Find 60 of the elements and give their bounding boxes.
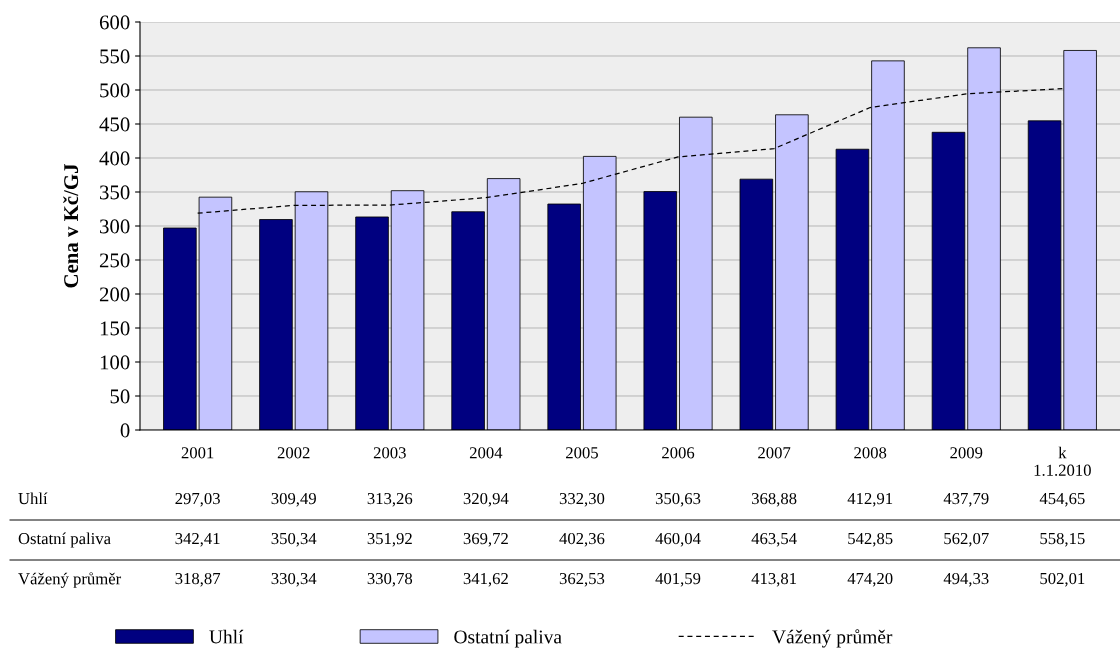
- x-tick-label: 2008: [854, 447, 887, 459]
- y-tick-label: 0: [120, 423, 130, 438]
- data-label: 401,59: [655, 572, 701, 587]
- data-label: 502,01: [1040, 572, 1085, 587]
- text: Ostatní paliva: [18, 532, 111, 548]
- y-tick-label: 600: [99, 15, 130, 30]
- data-label: 369,72: [463, 532, 508, 547]
- text: Uhlí: [18, 492, 48, 505]
- data-label: 474,20: [847, 572, 893, 587]
- x-tick-label: 2005: [566, 447, 598, 459]
- data-label: 542,85: [848, 532, 893, 547]
- data-label: 562,07: [944, 532, 989, 547]
- data-label: 463,54: [751, 532, 797, 547]
- data-label: 558,15: [1040, 532, 1085, 547]
- y-tick-label: 200: [99, 287, 130, 302]
- text: Vážený průměr: [18, 572, 122, 588]
- y-tick-label: 400: [99, 151, 130, 166]
- y-tick-label: 300: [100, 219, 130, 234]
- legend-label: Uhlí: [209, 629, 244, 644]
- x-tick-label: 2001: [181, 447, 214, 459]
- data-label: 330,78: [367, 572, 413, 587]
- x-tick-label: k 1.1.2010: [1034, 446, 1091, 476]
- data-label: 437,79: [943, 492, 989, 507]
- y-tick-label: 150: [100, 321, 130, 336]
- y-tick-label: 500: [100, 83, 130, 98]
- data-label: 454,65: [1039, 492, 1085, 507]
- data-label: 320,94: [463, 492, 509, 507]
- x-tick-label: 2004: [469, 447, 503, 459]
- data-label: 313,26: [367, 492, 413, 507]
- x-tick-label: 2009: [950, 447, 983, 459]
- data-label: 351,92: [367, 532, 412, 547]
- data-label: 342,41: [175, 532, 220, 547]
- data-label: 297,03: [175, 492, 220, 507]
- data-label: 330,34: [271, 572, 317, 587]
- legend-label: Ostatní paliva: [454, 629, 562, 648]
- y-tick-label: 250: [99, 253, 130, 268]
- x-tick-label: 2002: [277, 447, 310, 459]
- x-tick-label: 2003: [373, 447, 406, 459]
- data-label: 460,04: [655, 532, 701, 547]
- y-tick-label: 50: [110, 389, 130, 404]
- y-tick-label: 450: [99, 117, 130, 132]
- data-label: 402,36: [559, 532, 605, 547]
- data-label: 318,87: [175, 572, 221, 587]
- data-label: 309,49: [271, 492, 316, 507]
- data-label: 350,34: [271, 532, 317, 547]
- data-label: 413,81: [751, 572, 797, 587]
- data-label: 362,53: [559, 572, 605, 587]
- y-axis-title: Cena v Kč/GJ: [63, 164, 79, 288]
- y-tick-label: 550: [100, 49, 130, 64]
- data-label: 412,91: [847, 492, 893, 507]
- data-label: 341,62: [463, 572, 508, 587]
- y-tick-label: 100: [100, 355, 130, 370]
- x-tick-label: 2006: [662, 447, 695, 459]
- legend-label: Vážený průměr: [772, 629, 893, 648]
- data-label: 494,33: [943, 572, 989, 587]
- x-tick-label: 2007: [758, 447, 791, 459]
- y-tick-label: 350: [100, 185, 130, 200]
- data-label: 350,63: [655, 492, 701, 507]
- data-label: 332,30: [559, 492, 605, 507]
- data-label: 368,88: [752, 492, 797, 507]
